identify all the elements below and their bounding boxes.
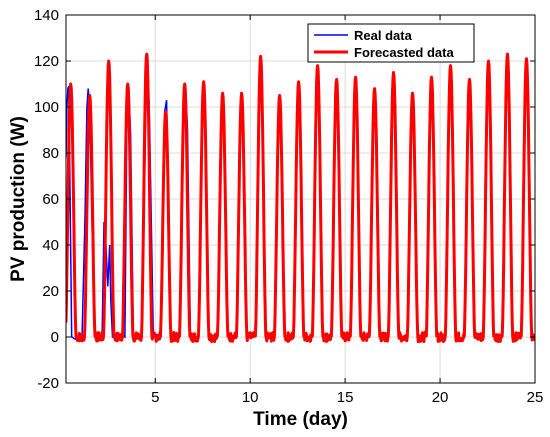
x-tick-label: 20 bbox=[432, 389, 449, 406]
y-tick-label: 100 bbox=[34, 99, 59, 116]
x-tick-label: 25 bbox=[527, 389, 544, 406]
y-tick-label: 20 bbox=[42, 283, 59, 300]
legend-label-real-data: Real data bbox=[354, 28, 413, 43]
x-axis-label: Time (day) bbox=[253, 409, 348, 430]
y-axis-label: PV production (W) bbox=[8, 116, 29, 282]
y-tick-label: 60 bbox=[42, 191, 59, 208]
y-tick-label: 40 bbox=[42, 237, 59, 254]
x-tick-label: 5 bbox=[151, 389, 159, 406]
y-tick-label: 80 bbox=[42, 145, 59, 162]
tick-labels: 5 10 15 20 25 -20 0 20 40 60 80 100 120 140 bbox=[34, 7, 543, 406]
series-line-forecasted-data bbox=[66, 52, 535, 344]
y-tick-label: 140 bbox=[34, 7, 59, 24]
legend: Real data Forecasted data bbox=[307, 23, 475, 63]
x-tick-label: 15 bbox=[337, 389, 354, 406]
axes bbox=[65, 14, 536, 384]
y-tick-label: -20 bbox=[37, 375, 59, 392]
y-tick-label: 0 bbox=[51, 329, 59, 346]
series-layer bbox=[66, 52, 535, 344]
legend-box bbox=[307, 23, 475, 63]
y-tick-label: 120 bbox=[34, 53, 59, 70]
x-tick-label: 10 bbox=[242, 389, 259, 406]
legend-label-forecasted-data: Forecasted data bbox=[354, 45, 454, 60]
